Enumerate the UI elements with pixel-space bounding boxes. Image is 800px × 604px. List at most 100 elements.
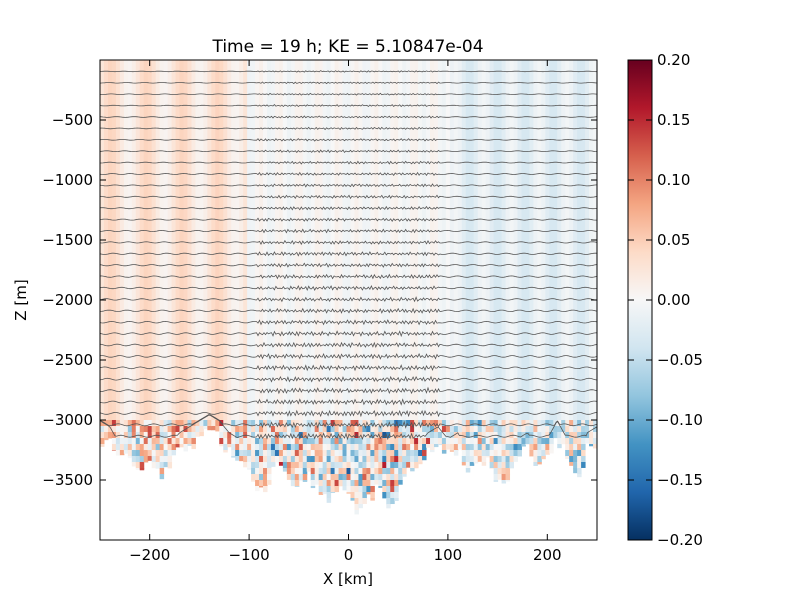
field-cell <box>473 450 479 457</box>
field-cell <box>553 432 558 439</box>
field-cell <box>362 468 367 475</box>
field-cell <box>525 432 530 439</box>
field-cell <box>270 438 276 445</box>
field-cell <box>330 432 336 439</box>
field-cell <box>362 426 367 433</box>
field-cell <box>537 450 542 457</box>
field-cell <box>278 60 284 420</box>
field-cell <box>266 480 272 485</box>
field-cell <box>469 420 475 427</box>
field-cell <box>418 438 423 445</box>
field-cell <box>414 60 419 420</box>
field-cell <box>294 426 300 433</box>
field-cell <box>318 444 324 451</box>
field-cell <box>406 450 411 457</box>
x-axis: −200 −100 0 100 200 <box>129 60 562 564</box>
field-cell <box>422 450 427 457</box>
field-cell <box>517 426 522 433</box>
y-tick-label: −1000 <box>42 171 93 189</box>
field-cell <box>290 438 296 445</box>
field-cell <box>358 486 363 493</box>
field-cell <box>473 60 479 420</box>
colorbar-tick-label: 0.00 <box>657 291 690 309</box>
field-cell <box>290 474 296 481</box>
field-cell <box>410 420 415 427</box>
field-cell <box>243 420 248 427</box>
field-cell <box>465 462 471 469</box>
field-cell <box>179 438 184 445</box>
field-cell <box>493 468 499 475</box>
field-cell <box>497 444 503 451</box>
field-cell <box>402 462 407 469</box>
field-cell <box>366 486 371 493</box>
field-cell <box>545 420 550 427</box>
field-cell <box>402 450 407 457</box>
field-cell <box>541 450 546 457</box>
field-cell <box>358 462 363 469</box>
field-cell <box>263 60 268 420</box>
field-cell <box>334 462 340 469</box>
field-cell <box>577 444 582 451</box>
field-cell <box>314 468 320 475</box>
field-cell <box>394 468 399 475</box>
field-cell <box>366 438 371 445</box>
field-cell <box>398 480 403 485</box>
field-cell <box>525 444 530 445</box>
field-cell <box>358 498 363 505</box>
field-cell <box>585 438 590 444</box>
field-cell <box>529 426 534 433</box>
field-cell <box>326 432 332 439</box>
field-cell <box>449 432 455 439</box>
field-cell <box>573 432 578 439</box>
field-cell <box>247 468 252 470</box>
field-cell <box>585 432 590 439</box>
field-cell <box>334 450 340 457</box>
field-cell <box>437 60 443 420</box>
field-cell <box>418 426 423 433</box>
field-cell <box>278 420 284 427</box>
field-cell <box>251 432 256 439</box>
field-cell <box>103 432 109 439</box>
field-cell <box>541 432 546 439</box>
field-cell <box>310 474 316 481</box>
field-cell <box>589 426 594 433</box>
field-cell <box>100 432 105 439</box>
field-cell <box>577 462 582 469</box>
x-tick-label: 200 <box>533 546 562 564</box>
field-cell <box>219 60 224 420</box>
field-cell <box>330 438 336 445</box>
field-cell <box>259 438 264 445</box>
field-cell <box>243 456 248 463</box>
field-cell <box>545 444 550 451</box>
field-cell <box>187 438 192 445</box>
field-cell <box>251 60 256 420</box>
field-cell <box>533 462 538 466</box>
field-cell <box>100 420 105 427</box>
field-cell <box>259 468 264 475</box>
field-cell <box>207 420 212 427</box>
y-tick-label: −2500 <box>42 351 93 369</box>
field-cell <box>199 420 204 427</box>
field-cell <box>191 444 196 450</box>
field-cell <box>334 480 340 487</box>
field-cell <box>251 450 256 457</box>
field-cell <box>191 432 196 439</box>
field-cell <box>374 420 379 427</box>
isopycnal-line <box>100 262 597 268</box>
field-cell <box>302 474 308 481</box>
field-cell <box>302 480 308 482</box>
field-cell <box>310 444 316 451</box>
field-cell <box>290 456 296 463</box>
field-cell <box>426 438 431 445</box>
field-cell <box>390 462 395 469</box>
field-cell <box>239 444 244 451</box>
field-cell <box>537 444 542 451</box>
field-cell <box>557 438 562 445</box>
field-cell <box>183 432 188 439</box>
field-cell <box>382 420 387 427</box>
isopycnal-line <box>100 92 597 96</box>
field-cell <box>445 444 451 450</box>
field-cell <box>398 444 403 451</box>
field-cell <box>310 426 316 433</box>
field-cell <box>111 426 117 433</box>
